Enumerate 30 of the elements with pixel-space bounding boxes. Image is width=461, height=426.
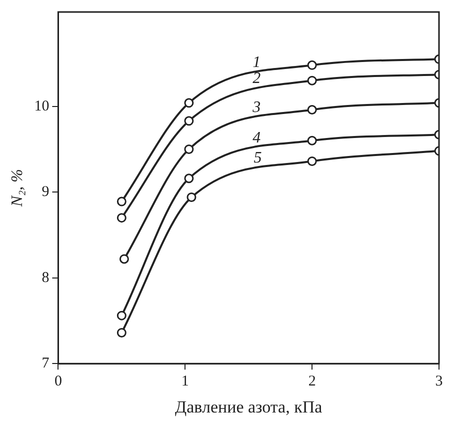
- point: [119, 254, 129, 264]
- point: [116, 310, 126, 320]
- point: [116, 328, 126, 338]
- series-label: 1: [252, 54, 261, 71]
- series-label: 4: [252, 129, 261, 146]
- x-tick-label: 1: [181, 374, 189, 390]
- y-tick-label: 10: [34, 98, 50, 114]
- y-tick-label: 7: [42, 356, 50, 372]
- x-tick-label: 0: [54, 374, 62, 390]
- y-tick-label: 9: [42, 184, 50, 200]
- point: [307, 105, 317, 115]
- point: [116, 213, 126, 223]
- point: [307, 76, 317, 86]
- point: [184, 144, 194, 154]
- x-axis-title: Давление азота, кПа: [175, 397, 323, 416]
- point: [184, 98, 194, 108]
- point: [307, 136, 317, 146]
- point: [184, 174, 194, 184]
- series-label: 2: [252, 70, 261, 87]
- series-label: 5: [254, 149, 262, 166]
- y-tick-label: 8: [42, 270, 50, 286]
- point: [307, 60, 317, 70]
- series-label: 3: [252, 98, 261, 116]
- point: [184, 116, 194, 126]
- point: [116, 196, 126, 206]
- point: [307, 156, 317, 166]
- point: [186, 192, 196, 202]
- y-axis-title: N₂, %: [8, 169, 26, 208]
- x-tick-label: 2: [308, 374, 316, 390]
- x-tick-label: 3: [435, 374, 443, 390]
